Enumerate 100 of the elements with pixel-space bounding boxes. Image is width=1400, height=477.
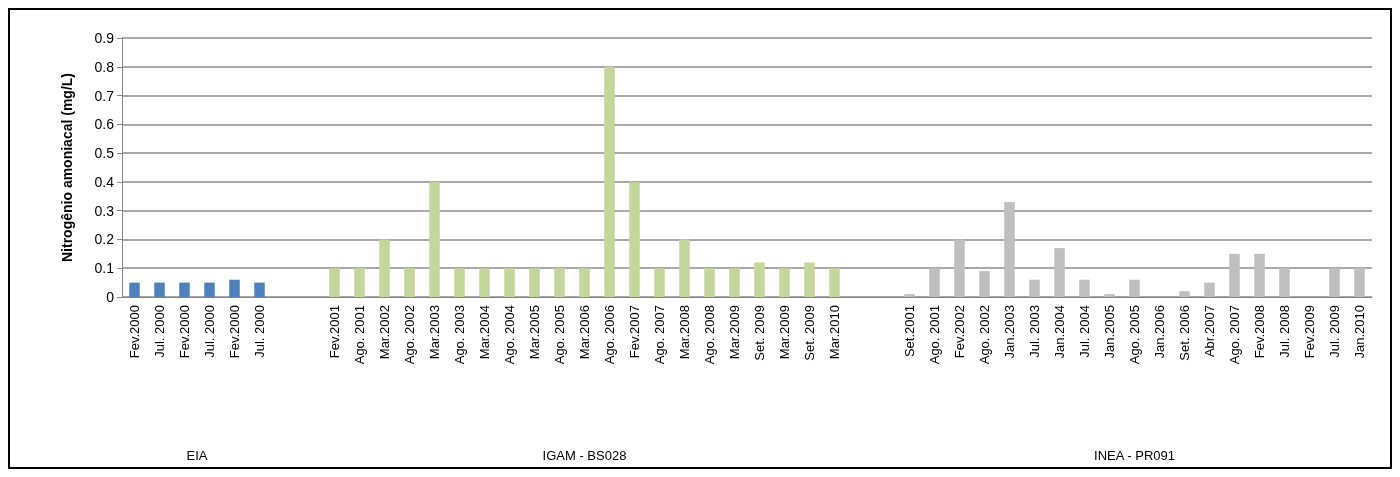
x-tick-label: Fev.2007	[627, 305, 642, 359]
bar	[479, 268, 490, 297]
x-tick-label: Jul. 2008	[1277, 305, 1292, 358]
x-tick-label: Set. 2009	[752, 305, 767, 361]
x-tick-label: Jul. 2000	[202, 305, 217, 358]
x-tick-label: Jul. 2000	[152, 305, 167, 358]
bar	[179, 282, 190, 297]
y-tick-label: 0.9	[94, 30, 115, 46]
x-tick-label: Fev.2001	[327, 305, 342, 359]
x-tick-label: Ago. 2002	[402, 305, 417, 365]
x-tick-label: Jan.2006	[1152, 305, 1167, 359]
x-tick-label: Mar.2005	[527, 305, 542, 360]
x-tick-label: Mar.2006	[577, 305, 592, 360]
bar	[454, 268, 465, 297]
bar	[629, 181, 640, 297]
x-tick-label: Fev.2002	[952, 305, 967, 359]
bar	[1104, 294, 1115, 297]
y-tick-label: 0.5	[94, 145, 115, 162]
x-tick-label: Jan.2005	[1102, 305, 1117, 359]
bar	[729, 268, 740, 297]
bar	[1204, 282, 1215, 297]
bar	[679, 239, 690, 297]
x-tick-label: Fev.2009	[1302, 305, 1317, 359]
bar	[1279, 268, 1290, 297]
bar	[379, 239, 390, 297]
text: IGAM - BS028	[542, 447, 627, 463]
bar	[504, 268, 515, 297]
bar	[554, 268, 565, 297]
bar	[1354, 268, 1365, 297]
x-tick-label: Jul. 2003	[1027, 305, 1042, 358]
bar	[904, 294, 915, 297]
bar	[329, 268, 340, 297]
bar	[404, 268, 415, 297]
x-tick-label: Jan.2003	[1002, 305, 1017, 359]
bar	[779, 268, 790, 297]
bar	[129, 282, 140, 297]
bar	[804, 262, 815, 297]
bar	[1079, 279, 1090, 297]
x-tick-label: Fev.2008	[1252, 305, 1267, 359]
y-tick-label: 0.8	[94, 58, 115, 75]
bar	[1054, 248, 1065, 297]
text: EIA	[186, 447, 208, 463]
bar	[654, 268, 665, 297]
x-tick-label: Ago. 2002	[977, 305, 992, 365]
y-axis-title: Nitrogênio amoniacal (mg/L)	[59, 72, 75, 263]
x-tick-label: Mar.2004	[477, 305, 492, 360]
bar	[1254, 253, 1265, 297]
x-tick-label: Fev.2000	[127, 305, 142, 359]
x-tick-label: Jul. 2009	[1327, 305, 1342, 358]
bar	[829, 268, 840, 297]
y-tick-label: 0.7	[94, 87, 115, 104]
x-tick-label: Jul. 2000	[252, 305, 267, 358]
x-tick-label: Ago. 2005	[552, 305, 567, 365]
x-tick-label: Jan.2004	[1052, 305, 1067, 359]
bar	[579, 268, 590, 297]
y-tick-label: 0.3	[94, 202, 115, 219]
bar	[954, 239, 965, 297]
y-tick-label: 0.6	[94, 116, 115, 133]
bar	[229, 279, 240, 297]
x-tick-label: Ago. 2006	[602, 305, 617, 365]
text: INEA - PR091	[1094, 447, 1175, 463]
bar	[929, 268, 940, 297]
x-tick-label: Mar.2008	[677, 305, 692, 360]
x-tick-label: Mar.2009	[777, 305, 792, 360]
bar	[704, 268, 715, 297]
x-tick-label: Set. 2006	[1177, 305, 1192, 361]
bar	[1129, 279, 1140, 297]
x-tick-label: Ago. 2001	[927, 305, 942, 365]
y-tick-label: 0.4	[94, 173, 115, 190]
x-tick-label: Set.2001	[902, 305, 917, 358]
x-tick-label: Ago. 2005	[1127, 305, 1142, 365]
y-tick-label: 0.2	[94, 231, 115, 248]
x-tick-label: Ago. 2008	[702, 305, 717, 365]
bar	[529, 268, 540, 297]
bar	[1179, 291, 1190, 297]
bar	[754, 262, 765, 297]
x-tick-label: Ago. 2007	[652, 305, 667, 365]
x-tick-label: Fev.2000	[177, 305, 192, 359]
bar	[1004, 202, 1015, 297]
bar	[354, 268, 365, 297]
y-tick-label: 0	[106, 289, 115, 305]
bar	[1229, 253, 1240, 297]
bar	[1329, 268, 1340, 297]
x-tick-label: Jul. 2004	[1077, 305, 1092, 358]
bar	[204, 282, 215, 297]
x-tick-label: Abr.2007	[1202, 305, 1217, 358]
x-tick-label: Jan.2010	[1352, 305, 1367, 359]
x-tick-label: Ago. 2001	[352, 305, 367, 365]
bar	[604, 66, 615, 297]
bar	[979, 271, 990, 297]
bar	[254, 282, 265, 297]
x-tick-label: Set. 2009	[802, 305, 817, 361]
x-tick-label: Mar.2002	[377, 305, 392, 360]
x-tick-label: Mar.2003	[427, 305, 442, 360]
x-tick-label: Mar.2009	[727, 305, 742, 360]
bar	[154, 282, 165, 297]
x-tick-label: Ago. 2003	[452, 305, 467, 365]
x-tick-label: Ago. 2004	[502, 305, 517, 365]
y-tick-label: 0.1	[94, 260, 115, 277]
x-tick-label: Ago. 2007	[1227, 305, 1242, 365]
